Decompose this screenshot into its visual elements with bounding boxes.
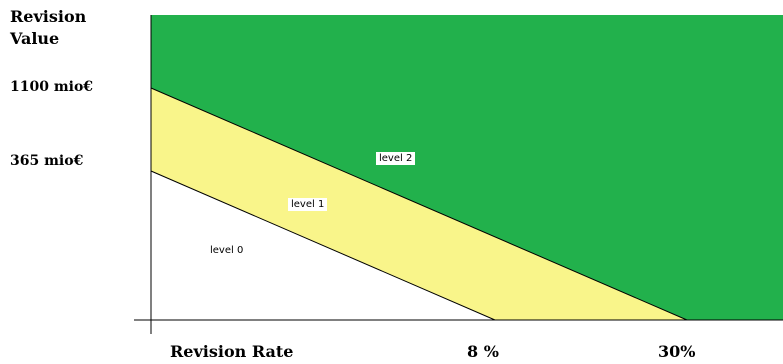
level-0-label: level 0 <box>210 245 244 256</box>
x-tick-8-percent: 8 % <box>467 342 499 361</box>
level-2-label: level 2 <box>376 152 416 165</box>
y-axis-title-line2: Value <box>10 29 60 48</box>
level-2-region <box>151 15 783 320</box>
y-axis-title: Revision Value <box>10 6 86 50</box>
x-tick-30-percent: 30% <box>658 342 696 361</box>
y-tick-1100: 1100 mio€ <box>10 79 94 95</box>
y-tick-365: 365 mio€ <box>10 153 84 169</box>
level-0-1-boundary-line <box>150 170 496 321</box>
level-1-label: level 1 <box>288 198 328 211</box>
level-1-2-boundary-line <box>150 87 688 321</box>
y-axis-title-line1: Revision <box>10 7 87 26</box>
x-axis-title: Revision Rate <box>170 342 294 361</box>
